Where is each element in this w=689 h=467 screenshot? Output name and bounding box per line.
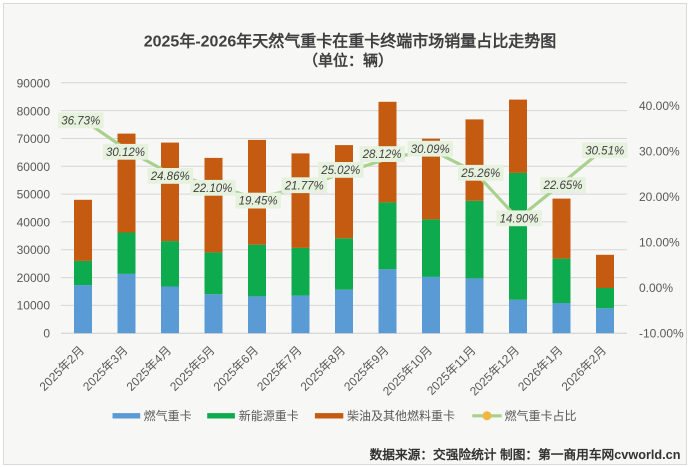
svg-text:（单位：辆）: （单位：辆）: [303, 51, 393, 69]
svg-text:22.65%: 22.65%: [542, 180, 582, 192]
svg-text:30000: 30000: [17, 243, 51, 257]
svg-text:70000: 70000: [17, 132, 51, 146]
svg-text:36.73%: 36.73%: [61, 116, 100, 128]
svg-text:10000: 10000: [17, 299, 51, 313]
svg-text:24.86%: 24.86%: [150, 171, 190, 183]
svg-text:30.51%: 30.51%: [585, 145, 624, 157]
svg-text:30.09%: 30.09%: [411, 144, 450, 156]
svg-text:10.00%: 10.00%: [639, 236, 680, 250]
svg-text:30.12%: 30.12%: [106, 147, 145, 159]
svg-text:40.00%: 40.00%: [639, 99, 680, 113]
svg-text:22.10%: 22.10%: [192, 183, 232, 195]
svg-text:50000: 50000: [17, 188, 51, 202]
svg-text:-10.00%: -10.00%: [639, 327, 684, 341]
svg-text:2025年-2026年天然气重卡在重卡终端市场销量占比走势图: 2025年-2026年天然气重卡在重卡终端市场销量占比走势图: [144, 32, 557, 51]
svg-text:新能源重卡: 新能源重卡: [239, 408, 299, 423]
svg-text:燃气重卡: 燃气重卡: [144, 408, 192, 423]
svg-text:21.77%: 21.77%: [284, 180, 324, 192]
svg-text:28.12%: 28.12%: [362, 149, 402, 161]
svg-text:柴油及其他燃料重卡: 柴油及其他燃料重卡: [347, 408, 455, 423]
svg-text:40000: 40000: [17, 215, 51, 229]
svg-text:14.90%: 14.90%: [500, 213, 539, 225]
svg-text:30.00%: 30.00%: [639, 145, 680, 159]
svg-text:20.00%: 20.00%: [639, 190, 680, 204]
svg-text:燃气重卡占比: 燃气重卡占比: [505, 408, 577, 423]
svg-text:19.45%: 19.45%: [239, 196, 278, 208]
svg-text:60000: 60000: [17, 160, 51, 174]
svg-text:数据来源：交强险统计 制图：第一商用车网cvworld.cn: 数据来源：交强险统计 制图：第一商用车网cvworld.cn: [370, 447, 681, 462]
svg-text:0.00%: 0.00%: [639, 281, 673, 295]
svg-text:25.02%: 25.02%: [320, 165, 360, 177]
svg-text:90000: 90000: [17, 77, 51, 91]
svg-text:80000: 80000: [17, 104, 51, 118]
svg-text:25.26%: 25.26%: [460, 168, 500, 180]
svg-text:20000: 20000: [17, 271, 51, 285]
svg-text:0: 0: [43, 327, 50, 341]
